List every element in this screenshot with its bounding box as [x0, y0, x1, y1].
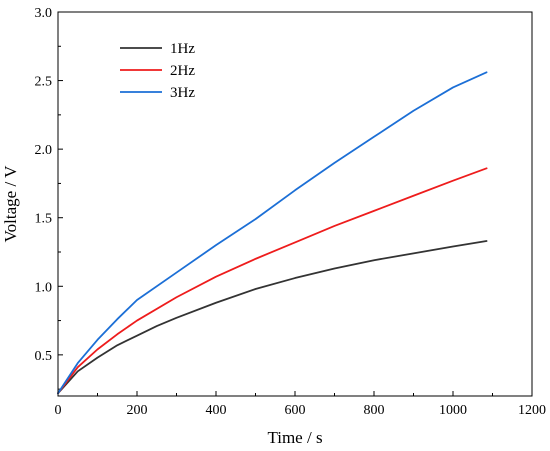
legend-label: 2Hz [170, 63, 195, 79]
x-tick-label: 600 [285, 403, 306, 418]
y-tick-label: 3.0 [35, 6, 53, 21]
x-tick-label: 800 [364, 403, 385, 418]
series-layer [57, 71, 488, 395]
y-tick-label: 1.0 [35, 280, 53, 295]
x-tick-label: 1200 [518, 403, 546, 418]
series-line-2hz [57, 167, 488, 395]
x-tick-label: 400 [206, 403, 227, 418]
legend-label: 1Hz [170, 41, 195, 57]
plot-frame [57, 11, 533, 397]
series-line-3hz [57, 71, 488, 395]
x-tick-label: 0 [55, 403, 62, 418]
y-axis-label: Voltage / V [1, 165, 20, 243]
series-line-1hz [57, 240, 488, 395]
x-tick-label: 1000 [439, 403, 467, 418]
y-tick-label: 0.5 [35, 349, 53, 364]
y-tick-label: 2.5 [35, 75, 53, 90]
y-tick-label: 2.0 [35, 143, 53, 158]
legend: 1Hz 2Hz 3Hz [120, 41, 195, 101]
x-tick-label: 200 [127, 403, 148, 418]
x-axis-label: Time / s [267, 428, 322, 447]
tick-layer: 0 200 400 600 800 1000 1200 0.5 1.0 1.5 2.0 2.5 3.0 [35, 6, 547, 418]
legend-label: 3Hz [170, 85, 195, 101]
y-tick-label: 1.5 [35, 212, 53, 227]
